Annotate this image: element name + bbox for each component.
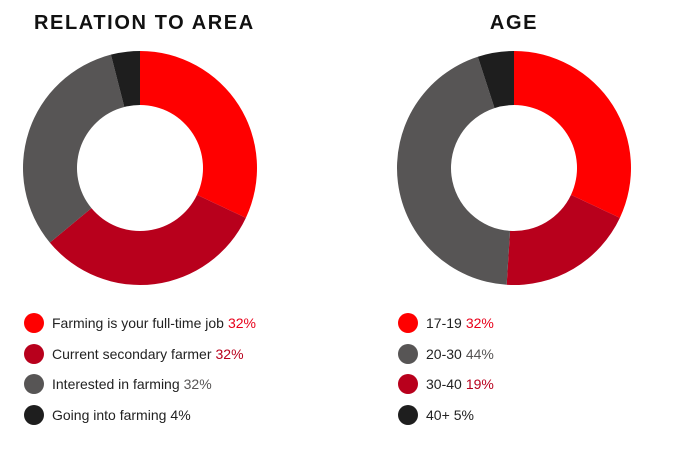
legend-percent: 32% <box>465 315 494 331</box>
age-legend: 17-19 32% 20-30 44% 30-40 19% 40+ 5% <box>398 312 494 434</box>
legend-item-17-19: 17-19 32% <box>398 312 494 334</box>
legend-item-20-30: 20-30 44% <box>398 343 494 365</box>
legend-swatch <box>24 374 44 394</box>
legend-item-40: 40+ 5% <box>398 404 494 426</box>
legend-swatch <box>398 343 418 364</box>
legend-swatch <box>24 313 44 333</box>
legend-percent: 32% <box>227 315 256 331</box>
legend-label: Farming is your full-time job <box>52 315 224 331</box>
slice-current-secondary-farmer <box>49 194 246 285</box>
slice-40 <box>477 51 514 109</box>
slice-20-30 <box>396 56 511 285</box>
legend-percent: 4% <box>170 406 191 423</box>
age-donut <box>396 51 631 285</box>
legend-label: 40+ <box>426 406 450 423</box>
slice-going-into-farming <box>110 51 140 107</box>
legend-label: 30-40 <box>426 376 462 392</box>
age-panel: AGE 17-19 32% 20-30 44% 30-40 19% 40+ 5% <box>338 0 676 456</box>
legend-swatch <box>24 404 44 425</box>
legend-percent: 19% <box>465 376 494 392</box>
relation-to-area-panel: RELATION TO AREA Farming is your full-ti… <box>22 12 257 434</box>
legend-label: Going into farming <box>52 406 167 423</box>
slice-farming-is-your-full-time-job <box>140 51 257 218</box>
legend-item-30-40: 30-40 19% <box>398 373 494 395</box>
legend-percent: 44% <box>465 345 494 362</box>
legend-item-going-into-farming: Going into farming 4% <box>24 404 256 426</box>
slice-17-19 <box>514 51 631 218</box>
legend-label: Interested in farming <box>52 376 180 392</box>
legend-percent: 5% <box>453 406 474 423</box>
legend-swatch <box>24 343 44 364</box>
legend-item-interested-in-farming: Interested in farming 32% <box>24 373 256 395</box>
legend-swatch <box>398 313 418 333</box>
chart-title: AGE <box>489 12 539 34</box>
slice-interested-in-farming <box>22 54 125 243</box>
relation-to-area-legend: Farming is your full-time job 32% Current … <box>24 312 256 434</box>
legend-percent: 32% <box>183 376 212 392</box>
legend-item-current-secondary-farmer: Current secondary farmer 32% <box>24 343 256 365</box>
legend-swatch <box>398 404 418 425</box>
legend-label: 17-19 <box>426 315 462 331</box>
legend-item-farming-is-your-full-time-job: Farming is your full-time job 32% <box>24 312 256 334</box>
legend-label: Current secondary farmer <box>52 345 212 362</box>
legend-swatch <box>398 374 418 394</box>
legend-label: 20-30 <box>426 345 462 362</box>
legend-percent: 32% <box>215 345 244 362</box>
chart-title: RELATION TO AREA <box>34 12 255 34</box>
relation-to-area-donut <box>22 51 257 285</box>
slice-30-40 <box>506 194 620 285</box>
